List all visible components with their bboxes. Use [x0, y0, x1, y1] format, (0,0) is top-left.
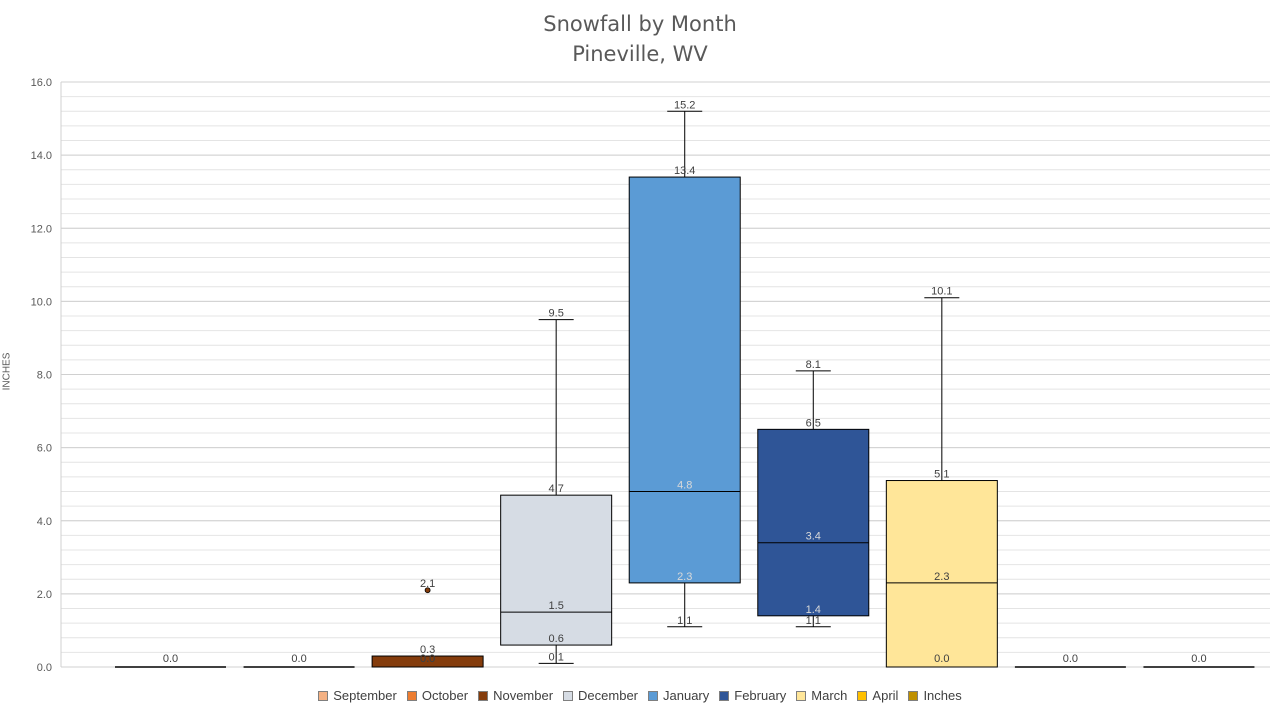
legend-label: September	[333, 688, 397, 703]
data-label: 0.0	[291, 653, 306, 665]
y-tick-label: 2.0	[37, 589, 52, 601]
data-label: 0.6	[549, 633, 564, 645]
legend-swatch	[719, 690, 730, 701]
chart-title: Snowfall by Month	[543, 12, 737, 36]
y-tick-label: 8.0	[37, 370, 52, 382]
legend-swatch	[406, 690, 417, 701]
legend-swatch	[478, 690, 489, 701]
data-label: 1.1	[806, 615, 821, 627]
data-label: 15.2	[674, 99, 695, 111]
legend-label: February	[734, 688, 787, 703]
box-december	[500, 494, 613, 646]
legend-label: March	[811, 688, 848, 703]
legend-item: Inches	[908, 688, 962, 703]
data-label: 4.8	[677, 480, 692, 492]
data-label: 2.3	[934, 571, 949, 583]
box-february	[757, 428, 870, 617]
data-label: 0.0	[1063, 653, 1078, 665]
legend-item: December	[563, 688, 638, 703]
data-label: 9.5	[549, 308, 564, 320]
box-march	[885, 480, 998, 668]
y-tick-label: 16.0	[31, 77, 52, 89]
data-label: 1.4	[806, 604, 821, 616]
legend-item: September	[318, 688, 397, 703]
legend-swatch	[857, 690, 868, 701]
legend-item: February	[719, 688, 786, 703]
data-label: 10.1	[931, 286, 952, 298]
legend-item: November	[478, 688, 553, 703]
data-label: 13.4	[674, 165, 695, 177]
data-label: 0.0	[1191, 653, 1206, 665]
box-january	[628, 176, 741, 584]
legend: September October November December January F…	[0, 688, 1280, 703]
legend-label: October	[421, 688, 469, 703]
data-label: 8.1	[806, 359, 821, 371]
data-label: 6.5	[806, 417, 821, 429]
data-label: 1.1	[677, 615, 692, 627]
y-tick-label: 10.0	[31, 296, 52, 308]
data-label: 0.0	[934, 653, 949, 665]
legend-item: October	[406, 688, 469, 703]
legend-swatch	[796, 690, 807, 701]
legend-label: January	[663, 688, 710, 703]
y-tick-label: 6.0	[37, 443, 52, 455]
data-label: 2.3	[677, 571, 692, 583]
data-label: 0.1	[549, 651, 564, 663]
legend-label: Inches	[923, 688, 962, 703]
y-tick-label: 14.0	[31, 150, 52, 162]
data-label: 0.3	[420, 644, 435, 656]
legend-item: January	[648, 688, 709, 703]
legend-swatch	[318, 690, 329, 701]
legend-label: December	[578, 688, 639, 703]
legend-swatch	[648, 690, 659, 701]
y-tick-label: 12.0	[31, 223, 52, 235]
data-label: 0.0	[420, 653, 435, 665]
data-label: 5.1	[934, 469, 949, 481]
y-tick-label: 4.0	[37, 516, 52, 528]
outlier-point	[424, 587, 431, 594]
legend-label: April	[872, 688, 899, 703]
data-label: 4.7	[549, 483, 564, 495]
data-label: 0.0	[163, 653, 178, 665]
legend-swatch	[563, 690, 574, 701]
chart-subtitle: Pineville, WV	[572, 42, 708, 66]
legend-item: March	[796, 688, 847, 703]
data-label: 3.4	[806, 531, 821, 543]
data-label: 1.5	[549, 600, 564, 612]
y-tick-label: 0.0	[37, 662, 52, 674]
legend-label: November	[493, 688, 554, 703]
legend-item: April	[857, 688, 898, 703]
data-label: 2.1	[420, 578, 435, 590]
data-label: 0.0	[420, 653, 435, 665]
legend-swatch	[908, 690, 919, 701]
